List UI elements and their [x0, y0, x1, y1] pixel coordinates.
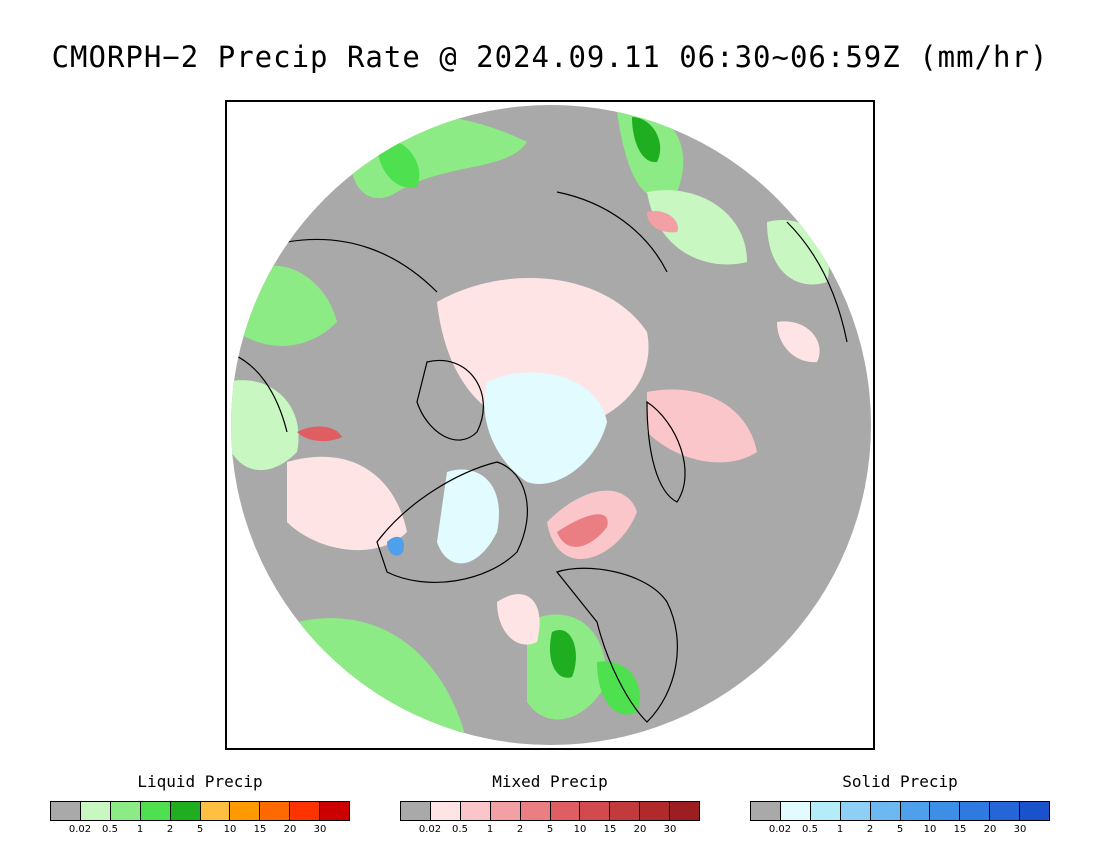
legend-title: Solid Precip: [842, 772, 958, 791]
legend-tick-label: 30: [1013, 824, 1027, 835]
precip-area-liquid: [549, 630, 576, 678]
legend-ticks: 0.02 0.5 1 2 5 10 15 20 30: [50, 824, 350, 840]
legend-swatch: [550, 801, 581, 821]
legend-mixed-precip: Mixed Precip 0.02 0.5 1 2 5 10 15 20 30: [400, 772, 701, 840]
legend-swatch: [320, 801, 351, 821]
legend-swatch: [140, 801, 171, 821]
legend-swatch: [50, 801, 81, 821]
legend-color-bar: [750, 801, 1051, 821]
precip-area-liquid: [377, 140, 420, 188]
legend-swatch: [400, 801, 431, 821]
legend-tick-label: 0.5: [102, 824, 118, 835]
legend-swatch: [840, 801, 871, 821]
legend-tick-label: 1: [486, 824, 494, 835]
legend-swatch: [520, 801, 551, 821]
precip-area-mixed: [287, 456, 407, 551]
legend-tick-label: 2: [866, 824, 874, 835]
legend-swatch: [780, 801, 811, 821]
legend-tick-label: 5: [896, 824, 904, 835]
legend-tick-label: 15: [953, 824, 967, 835]
legend-swatch: [610, 801, 641, 821]
legend-tick-label: 10: [923, 824, 937, 835]
legend-color-bar: [50, 801, 351, 821]
legend-swatch: [230, 801, 261, 821]
legend-swatch: [490, 801, 521, 821]
precip-area-liquid: [632, 117, 661, 163]
legend-swatch: [750, 801, 781, 821]
legend-tick-label: 30: [313, 824, 327, 835]
legend-solid-precip: Solid Precip 0.02 0.5 1 2 5 10 15 20 30: [750, 772, 1051, 840]
legend-tick-label: 1: [136, 824, 144, 835]
legend-swatch: [290, 801, 321, 821]
legend-tick-label: 30: [663, 824, 677, 835]
legend-ticks: 0.02 0.5 1 2 5 10 15 20 30: [750, 824, 1050, 840]
legend-swatch: [460, 801, 491, 821]
legend-color-bar: [400, 801, 701, 821]
precip-area-mixed: [647, 211, 678, 233]
legend-tick-label: 20: [283, 824, 297, 835]
legend-swatch: [640, 801, 671, 821]
legend-swatch: [900, 801, 931, 821]
legend-tick-label: 10: [223, 824, 237, 835]
precip-area-mixed: [557, 514, 608, 547]
legend-liquid-precip: Liquid Precip 0.02 0.5 1 2 5 10 15 20 30: [50, 772, 351, 840]
legend-swatch: [870, 801, 901, 821]
legend-swatch: [990, 801, 1021, 821]
chart-title: CMORPH−2 Precip Rate @ 2024.09.11 06:30~…: [51, 40, 1049, 74]
precip-area-liquid: [231, 380, 299, 470]
precip-area-solid: [437, 469, 499, 564]
precip-area-liquid: [647, 190, 747, 265]
legend-tick-label: 10: [573, 824, 587, 835]
legend-swatch: [930, 801, 961, 821]
precip-area-mixed: [777, 321, 820, 363]
legend-tick-label: 2: [516, 824, 524, 835]
legend-tick-label: 0.02: [418, 824, 442, 835]
precip-area-liquid: [597, 661, 640, 715]
legend-swatch: [110, 801, 141, 821]
legend-tick-label: 0.5: [802, 824, 818, 835]
legend-tick-label: 1: [836, 824, 844, 835]
legend-tick-label: 0.5: [452, 824, 468, 835]
legend-tick-label: 5: [546, 824, 554, 835]
legend-ticks: 0.02 0.5 1 2 5 10 15 20 30: [400, 824, 700, 840]
precip-area-mixed: [647, 389, 757, 463]
legend-swatch: [260, 801, 291, 821]
legend-swatch: [170, 801, 201, 821]
legend-tick-label: 20: [983, 824, 997, 835]
polar-precip-map: [225, 100, 875, 750]
legend-swatch: [430, 801, 461, 821]
precip-area-mixed: [297, 426, 342, 442]
legend-swatch: [80, 801, 111, 821]
legend-tick-label: 0.02: [68, 824, 92, 835]
legend-title: Mixed Precip: [492, 772, 608, 791]
legend-swatch: [960, 801, 991, 821]
precip-area-mixed: [497, 594, 540, 645]
legend-tick-label: 0.02: [768, 824, 792, 835]
precip-area-solid: [387, 536, 404, 556]
legend-swatch: [580, 801, 611, 821]
legend-tick-label: 20: [633, 824, 647, 835]
legend-swatch: [200, 801, 231, 821]
legend-tick-label: 2: [166, 824, 174, 835]
map-canvas: [231, 105, 871, 745]
legend-tick-label: 15: [603, 824, 617, 835]
legend-swatch: [1020, 801, 1051, 821]
legend-title: Liquid Precip: [137, 772, 263, 791]
legend-swatch: [670, 801, 701, 821]
legend-swatch: [810, 801, 841, 821]
legend-tick-label: 15: [253, 824, 267, 835]
precip-area-solid: [484, 372, 607, 484]
legend-tick-label: 5: [196, 824, 204, 835]
